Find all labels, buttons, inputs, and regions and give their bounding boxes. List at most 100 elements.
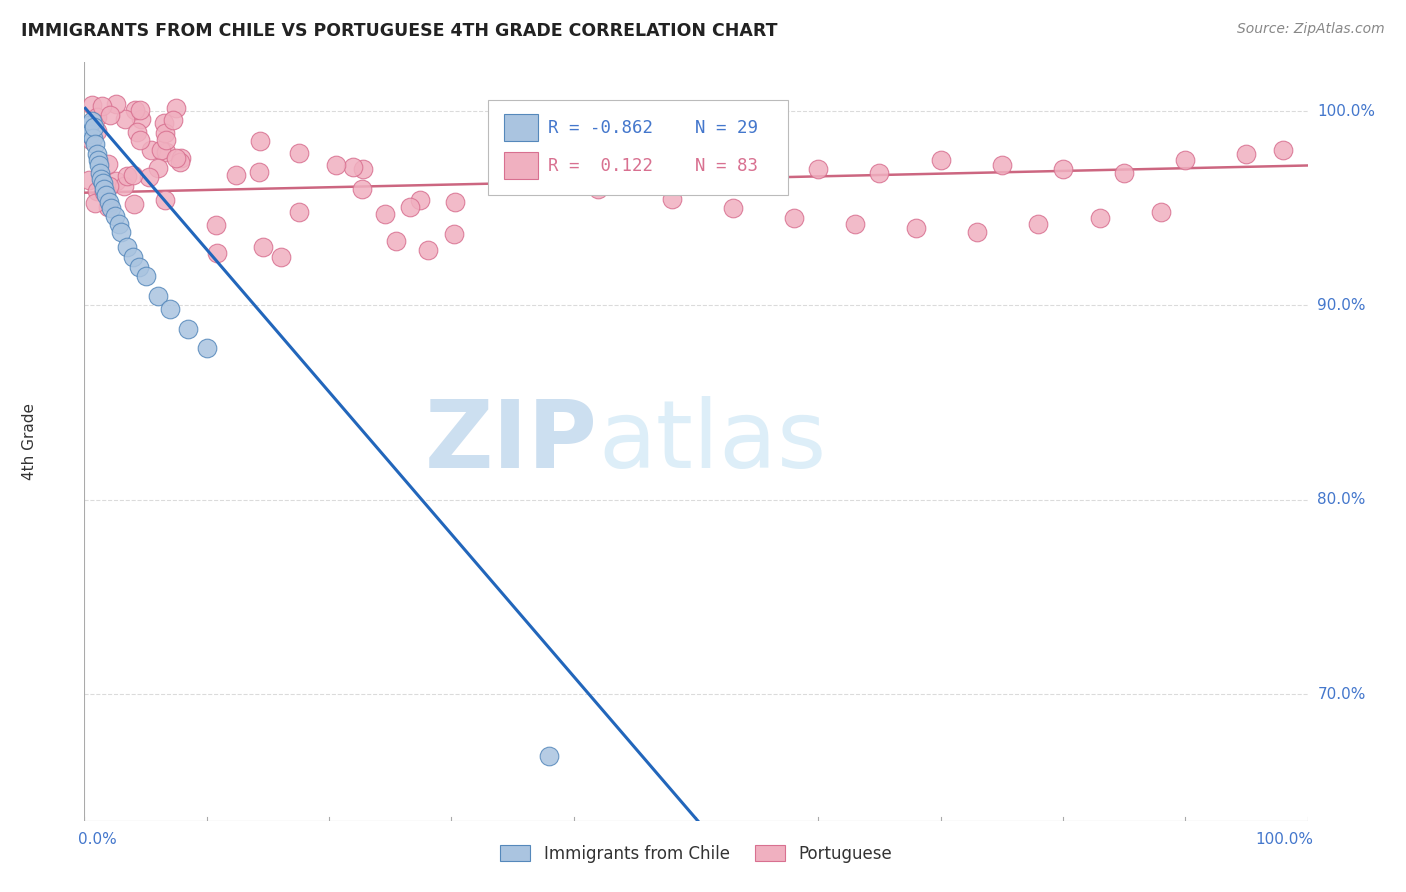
- Point: [91, 176, 114, 190]
- Point: [122, 168, 145, 182]
- Point: [122, 250, 145, 264]
- Point: [84, 137, 107, 152]
- Point: [129, 133, 152, 147]
- Point: [747, 172, 769, 186]
- Point: [807, 162, 830, 177]
- Point: [124, 103, 146, 118]
- Point: [1150, 205, 1173, 219]
- Point: [252, 240, 274, 254]
- Point: [138, 169, 160, 184]
- Point: [342, 160, 364, 174]
- Point: [148, 161, 170, 175]
- Point: [205, 218, 228, 232]
- Point: [77, 173, 100, 187]
- Point: [586, 182, 609, 196]
- Point: [86, 110, 108, 124]
- Point: [122, 196, 145, 211]
- Point: [352, 162, 374, 177]
- Point: [112, 179, 135, 194]
- Point: [79, 128, 101, 142]
- Text: IMMIGRANTS FROM CHILE VS PORTUGUESE 4TH GRADE CORRELATION CHART: IMMIGRANTS FROM CHILE VS PORTUGUESE 4TH …: [21, 22, 778, 40]
- Text: 0.0%: 0.0%: [79, 832, 117, 847]
- Point: [135, 269, 157, 284]
- Point: [128, 260, 150, 274]
- Point: [1052, 162, 1074, 177]
- Point: [83, 120, 105, 134]
- Point: [844, 217, 866, 231]
- Point: [1114, 166, 1136, 180]
- Text: 90.0%: 90.0%: [1317, 298, 1365, 313]
- Point: [114, 112, 136, 126]
- Point: [170, 152, 193, 166]
- Point: [288, 145, 311, 160]
- Point: [153, 115, 176, 129]
- Point: [1272, 143, 1295, 157]
- Point: [129, 103, 152, 117]
- Legend: Immigrants from Chile, Portuguese: Immigrants from Chile, Portuguese: [494, 838, 898, 869]
- Point: [96, 187, 118, 202]
- Point: [146, 289, 169, 303]
- Point: [86, 184, 108, 198]
- Point: [93, 185, 115, 199]
- Point: [385, 234, 408, 248]
- Point: [685, 166, 707, 180]
- Text: 100.0%: 100.0%: [1317, 103, 1375, 119]
- Point: [249, 134, 271, 148]
- Text: atlas: atlas: [598, 395, 827, 488]
- Point: [661, 192, 683, 206]
- Point: [107, 217, 129, 231]
- Point: [225, 168, 247, 182]
- Point: [270, 250, 292, 264]
- Text: ZIP: ZIP: [425, 395, 598, 488]
- Text: 4th Grade: 4th Grade: [22, 403, 37, 480]
- Point: [443, 227, 465, 242]
- Point: [77, 123, 100, 137]
- Point: [1174, 153, 1197, 167]
- Point: [127, 125, 149, 139]
- Point: [991, 159, 1014, 173]
- Point: [624, 162, 647, 177]
- Point: [155, 133, 177, 147]
- Point: [86, 146, 108, 161]
- Point: [155, 145, 177, 160]
- Text: 70.0%: 70.0%: [1317, 687, 1365, 702]
- Point: [105, 174, 128, 188]
- Point: [399, 200, 422, 214]
- Point: [97, 195, 120, 210]
- Point: [1028, 217, 1050, 231]
- Point: [149, 143, 172, 157]
- Point: [93, 182, 115, 196]
- Point: [350, 182, 373, 196]
- Point: [325, 158, 347, 172]
- Point: [110, 225, 132, 239]
- Point: [87, 153, 110, 167]
- Point: [77, 118, 100, 132]
- Text: 100.0%: 100.0%: [1256, 832, 1313, 847]
- Point: [115, 169, 138, 183]
- Point: [444, 195, 467, 210]
- Point: [169, 155, 191, 169]
- Point: [247, 164, 270, 178]
- Point: [77, 127, 100, 141]
- Point: [418, 243, 440, 257]
- Point: [1236, 146, 1258, 161]
- Point: [288, 204, 311, 219]
- Point: [162, 112, 184, 127]
- Point: [97, 200, 120, 214]
- Point: [80, 113, 103, 128]
- Point: [84, 196, 107, 211]
- Point: [82, 97, 104, 112]
- Point: [177, 322, 200, 336]
- Point: [205, 246, 228, 260]
- Point: [1088, 211, 1111, 225]
- Point: [86, 124, 108, 138]
- Point: [131, 112, 153, 126]
- Text: R =  0.122    N = 83: R = 0.122 N = 83: [548, 157, 758, 176]
- Point: [165, 101, 187, 115]
- Text: R = -0.862    N = 29: R = -0.862 N = 29: [548, 120, 758, 137]
- Point: [721, 201, 744, 215]
- Point: [90, 172, 112, 186]
- Point: [966, 225, 988, 239]
- Point: [115, 240, 138, 254]
- Point: [141, 143, 163, 157]
